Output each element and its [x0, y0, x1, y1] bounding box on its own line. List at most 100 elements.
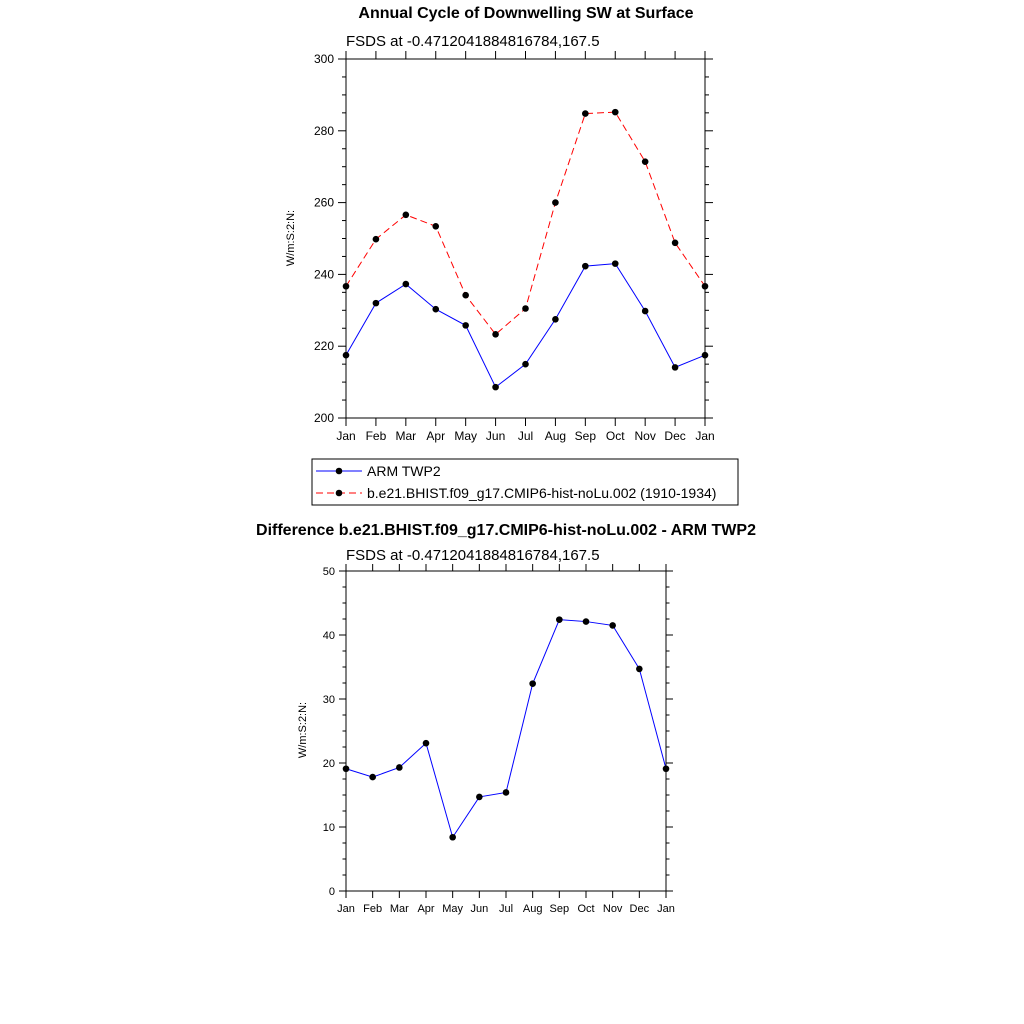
data-point: [476, 793, 483, 801]
difference-x-axis-ticks: Jan Feb Mar Apr May Jun Jul Aug Sep Oct Nov Dec Jan: [337, 564, 675, 915]
data-point: [641, 158, 649, 165]
data-point: [641, 307, 649, 315]
series-line: [345, 263, 706, 388]
difference-y-axis-label: W/m:S:2:N:: [297, 702, 309, 758]
y-tick-label: 280: [314, 124, 334, 138]
data-point: [342, 765, 350, 773]
data-point: [671, 239, 679, 247]
data-point: [342, 282, 350, 290]
annual-cycle-chart: Annual Cycle of Downwelling SW at Surfac…: [285, 5, 739, 506]
x-tick-label: Mar: [395, 429, 416, 443]
data-point: [582, 262, 589, 270]
x-tick-label: Sep: [550, 903, 570, 915]
y-tick-label: 10: [323, 822, 335, 834]
x-tick-label: Nov: [634, 429, 655, 443]
y-tick-label: 240: [314, 267, 334, 281]
series-line: [345, 111, 706, 336]
data-point: [522, 360, 529, 368]
x-tick-label: Apr: [426, 429, 445, 443]
x-tick-label: Dec: [664, 429, 685, 443]
legend-label-model: b.e21.BHIST.f09_g17.CMIP6-hist-noLu.002 …: [367, 485, 716, 501]
data-point: [449, 833, 456, 841]
x-tick-label: Jan: [657, 903, 675, 915]
difference-chart: Difference b.e21.BHIST.f09_g17.CMIP6-his…: [256, 522, 756, 915]
data-point: [422, 739, 430, 747]
data-point: [522, 305, 529, 312]
y-tick-label: 0: [329, 886, 335, 898]
data-point: [582, 618, 590, 625]
data-point: [372, 235, 380, 243]
x-tick-label: Aug: [523, 903, 543, 915]
data-point: [582, 110, 589, 117]
difference-y-axis-ticks: 0 10 20 30 40 50: [323, 566, 673, 898]
y-tick-label: 300: [314, 52, 334, 66]
y-tick-label: 40: [323, 630, 335, 642]
x-tick-label: Nov: [603, 903, 623, 915]
data-point: [402, 280, 410, 288]
y-tick-label: 30: [323, 694, 335, 706]
data-point: [492, 383, 499, 391]
chart-subtitle: FSDS at -0.4712041884816784,167.5: [346, 33, 600, 50]
data-point: [552, 199, 559, 206]
difference-series-layer: [342, 616, 670, 841]
difference-chart-title: Difference b.e21.BHIST.f09_g17.CMIP6-his…: [256, 522, 756, 539]
y-axis-ticks: 200 220 240 260 280 300: [314, 52, 713, 425]
y-tick-label: 20: [323, 758, 335, 770]
legend-label-arm: ARM TWP2: [367, 463, 441, 479]
x-tick-label: Jul: [499, 903, 513, 915]
y-tick-label: 200: [314, 411, 334, 425]
y-axis-label: W/m:S:2:N:: [285, 210, 297, 266]
y-tick-label: 50: [323, 566, 335, 578]
data-point: [701, 351, 709, 359]
legend-box: [311, 458, 739, 506]
x-tick-label: Apr: [417, 903, 434, 915]
data-point: [671, 364, 679, 371]
data-point: [662, 765, 670, 773]
data-point: [492, 331, 499, 338]
data-point: [529, 680, 536, 687]
series-layer: [342, 108, 709, 391]
series-line: [345, 619, 667, 839]
x-tick-label: Jan: [695, 429, 714, 443]
y-tick-label: 220: [314, 339, 334, 353]
x-tick-label: Oct: [606, 429, 625, 443]
data-point: [552, 315, 559, 323]
data-point: [611, 260, 619, 267]
x-tick-label: Feb: [363, 903, 382, 915]
difference-chart-subtitle: FSDS at -0.4712041884816784,167.5: [346, 547, 600, 564]
legend: ARM TWP2 b.e21.BHIST.f09_g17.CMIP6-hist-…: [311, 458, 739, 506]
chart-title: Annual Cycle of Downwelling SW at Surfac…: [358, 5, 693, 22]
data-point: [432, 305, 440, 313]
x-tick-label: Jan: [336, 429, 355, 443]
x-tick-label: Dec: [630, 903, 650, 915]
data-point: [462, 291, 469, 299]
x-tick-label: Jun: [470, 903, 488, 915]
x-axis-ticks: Jan Feb Mar Apr May Jun Jul Aug Sep Oct Nov Dec Jan: [336, 51, 715, 443]
data-point: [432, 222, 440, 230]
data-point: [556, 616, 563, 623]
x-tick-label: Jan: [337, 903, 355, 915]
x-tick-label: Oct: [577, 903, 594, 915]
data-point: [342, 351, 350, 359]
x-tick-label: Jun: [486, 429, 505, 443]
data-point: [462, 322, 469, 329]
data-point: [636, 665, 643, 673]
data-point: [701, 282, 709, 290]
y-tick-label: 260: [314, 196, 334, 210]
data-point: [611, 108, 619, 116]
data-point: [372, 299, 380, 307]
x-tick-label: Feb: [366, 429, 387, 443]
x-tick-label: Jul: [518, 429, 533, 443]
x-tick-label: Aug: [545, 429, 566, 443]
x-tick-label: May: [454, 429, 477, 443]
data-point: [369, 773, 376, 781]
x-tick-label: Mar: [390, 903, 409, 915]
x-tick-label: Sep: [575, 429, 597, 443]
data-point: [502, 789, 510, 796]
legend-marker-model: [335, 489, 343, 497]
difference-plot-frame: [345, 570, 667, 892]
x-tick-label: May: [442, 903, 463, 915]
data-point: [402, 211, 410, 219]
legend-marker-arm: [335, 467, 343, 475]
